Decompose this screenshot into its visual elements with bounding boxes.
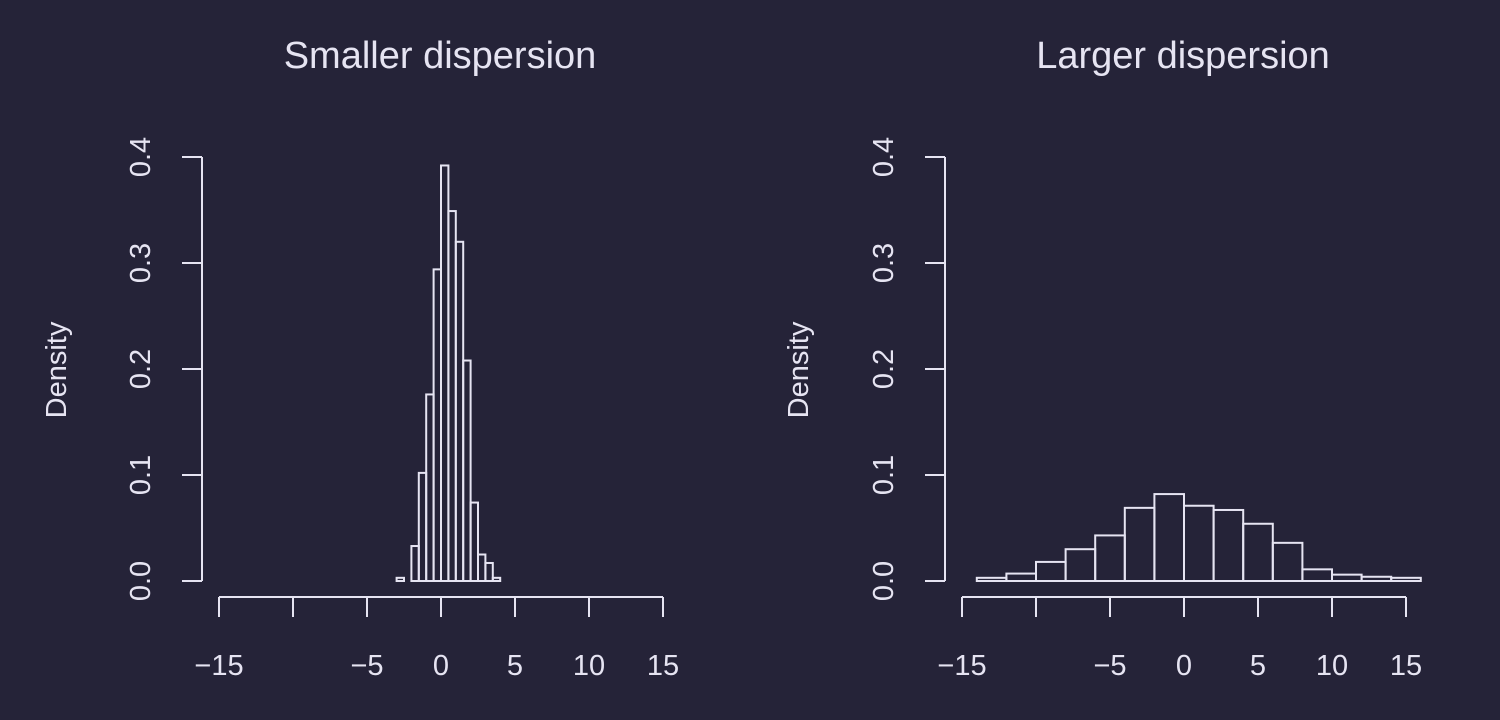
histogram-bar bbox=[1271, 541, 1304, 583]
bars-group bbox=[975, 493, 1422, 583]
y-axis: 0.0 0.1 0.2 0.3 0.4 bbox=[125, 137, 203, 601]
x-tick-label: −5 bbox=[1093, 650, 1126, 682]
histogram-bar bbox=[1123, 506, 1156, 582]
y-axis-label: Density bbox=[41, 321, 73, 418]
x-tick-label: 10 bbox=[1316, 650, 1348, 682]
histogram-bar bbox=[410, 545, 420, 583]
histogram-bar bbox=[1005, 572, 1038, 583]
histogram-bar bbox=[477, 553, 487, 582]
chart-title: Smaller dispersion bbox=[284, 35, 597, 77]
panel-larger-dispersion: Larger dispersion Density 0.00.10.20.30.… bbox=[783, 35, 1422, 682]
histogram-bar bbox=[425, 393, 435, 582]
x-tick-label: 5 bbox=[507, 650, 523, 682]
histogram-bar bbox=[1153, 493, 1186, 582]
histogram-bar bbox=[1212, 508, 1245, 583]
panel-smaller-dispersion: Smaller dispersion Density 0.00.10.20.30… bbox=[41, 35, 679, 682]
chart-title: Larger dispersion bbox=[1036, 35, 1330, 77]
x-axis: −15 −5 0 5 10 15 bbox=[937, 596, 1422, 682]
y-tick-label: 0.1 bbox=[125, 455, 157, 495]
y-tick-label: 0.2 bbox=[868, 349, 900, 389]
y-tick-label: 0.3 bbox=[868, 243, 900, 283]
histogram-bar bbox=[1331, 573, 1363, 583]
y-tick-label: 0.1 bbox=[868, 455, 900, 495]
x-tick-label: 0 bbox=[1176, 650, 1192, 682]
histogram-bar bbox=[462, 359, 472, 582]
histogram-bar bbox=[432, 268, 443, 582]
histogram-bar bbox=[1390, 576, 1422, 583]
x-tick-label: 10 bbox=[573, 650, 605, 682]
histogram-bar bbox=[440, 164, 450, 582]
y-tick-label: 0.4 bbox=[125, 137, 157, 177]
histogram-bar bbox=[1035, 560, 1067, 582]
x-tick-label: −5 bbox=[350, 650, 383, 682]
histogram-bar bbox=[417, 471, 428, 583]
y-tick-label: 0.3 bbox=[125, 243, 157, 283]
histogram-bar bbox=[491, 576, 502, 583]
y-tick-label: 0.0 bbox=[125, 561, 157, 601]
histogram-bar bbox=[395, 576, 406, 583]
histogram-bar bbox=[484, 561, 494, 582]
y-tick-label: 0.0 bbox=[868, 561, 900, 601]
y-tick-label: 0.2 bbox=[125, 349, 157, 389]
x-tick-label: 15 bbox=[1390, 650, 1422, 682]
histogram-bar bbox=[1242, 522, 1274, 583]
histogram-bar bbox=[1183, 504, 1215, 582]
histogram-bar bbox=[1301, 568, 1334, 583]
x-tick-label: 5 bbox=[1250, 650, 1266, 682]
histogram-bar bbox=[469, 501, 480, 582]
x-tick-label: −15 bbox=[194, 650, 243, 682]
y-tick-label: 0.4 bbox=[868, 137, 900, 177]
y-axis-label: Density bbox=[783, 321, 815, 418]
bars-group bbox=[395, 164, 502, 583]
x-tick-label: 15 bbox=[647, 650, 679, 682]
y-axis: 0.0 0.1 0.2 0.3 0.4 bbox=[868, 137, 946, 601]
histogram-bar bbox=[975, 576, 1008, 583]
histogram-bar bbox=[1360, 575, 1393, 583]
histogram-bar bbox=[1064, 548, 1097, 583]
histogram-bar bbox=[447, 210, 457, 582]
x-axis: −15 −5 0 5 10 15 bbox=[194, 596, 679, 682]
x-tick-label: 0 bbox=[433, 650, 449, 682]
histogram-bar bbox=[454, 240, 465, 583]
histogram-bar bbox=[1094, 534, 1126, 582]
x-tick-label: −15 bbox=[937, 650, 986, 682]
